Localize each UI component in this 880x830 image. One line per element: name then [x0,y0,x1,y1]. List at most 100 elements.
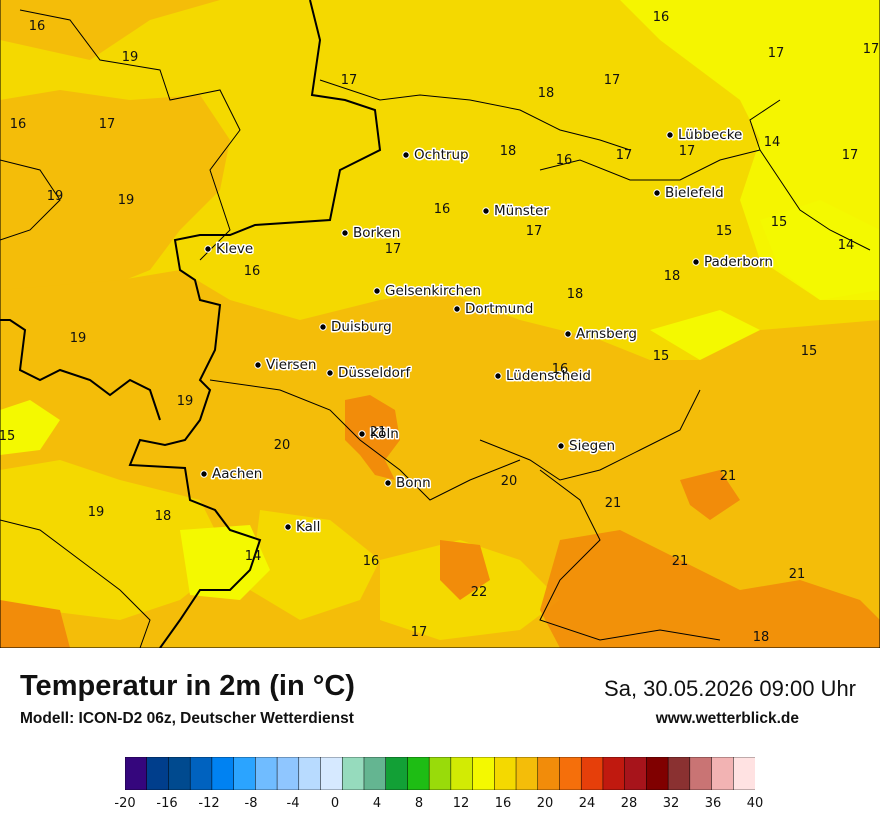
color-scale-cell [602,757,626,790]
color-scale-cell [298,757,322,790]
city-dot [453,305,461,313]
city-marker: Dortmund [453,300,535,319]
color-scale-cell [125,757,148,790]
temperature-label: 20 [274,438,291,453]
city-label: Dortmund [465,301,533,317]
forecast-datetime: Sa, 30.05.2026 09:00 Uhr [604,676,856,701]
city-label: Lübbecke [678,127,742,143]
color-scale-cell [428,757,452,790]
temperature-label: 19 [47,189,64,204]
city-dot [402,151,410,159]
website-link[interactable]: www.wetterblick.de [655,710,799,727]
city-label: Siegen [569,438,615,454]
color-scale-tick: 0 [330,796,340,811]
city-marker: Düsseldorf [326,364,413,383]
city-marker: Lübbecke [666,126,744,145]
temperature-label: 16 [244,264,261,279]
city-marker: Aachen [200,465,264,484]
temperature-label: 17 [616,148,633,163]
temperature-label: 16 [434,202,451,217]
color-scale-cell [233,757,256,790]
city-marker: Viersen [254,356,318,375]
city-dot [254,361,262,369]
temperature-label: 17 [604,73,621,88]
temperature-label: 18 [538,86,555,101]
city-label: Ochtrup [414,147,469,163]
temperature-label: 17 [679,144,696,159]
city-label: Duisburg [331,319,392,335]
color-scale-tick: -20 [114,796,136,811]
city-marker: Münster [482,202,551,221]
color-scale-cell [255,757,278,790]
temperature-label: 16 [653,10,670,25]
color-scale [125,757,755,790]
city-marker: Paderborn [692,253,774,272]
legend-area: Temperatur in 2m (in °C) Modell: ICON-D2… [0,648,880,830]
city-dot [653,189,661,197]
color-scale-tick: -8 [244,796,258,811]
temperature-label: 19 [118,193,135,208]
color-scale-cell [733,757,755,790]
city-marker: Siegen [557,437,617,456]
model-label: Modell: ICON-D2 06z, Deutscher Wetterdie… [20,710,354,727]
city-dot [204,245,212,253]
color-scale-cell [559,757,582,790]
color-scale-cell [515,757,539,790]
color-scale-tick: 12 [452,796,470,811]
city-marker: Bielefeld [653,184,725,203]
city-dot [319,323,327,331]
temperature-map: Lübbecke Ochtrup Bielefeld Münster Borken Kle… [0,0,880,648]
temperature-label: 18 [567,287,584,302]
temperature-label: 16 [29,19,46,34]
city-dot [341,229,349,237]
temperature-label: 17 [842,148,859,163]
color-scale-tick: 28 [620,796,638,811]
city-marker: Duisburg [319,318,393,337]
temperature-label: 19 [70,331,87,346]
temperature-label: 18 [664,269,681,284]
color-scale-cell [189,757,213,790]
temperature-label: 21 [720,469,737,484]
city-dot [373,287,381,295]
city-marker: Kleve [204,240,255,259]
color-scale-tick: -16 [156,796,178,811]
temperature-label: 21 [370,425,387,440]
city-dot [284,523,292,531]
color-scale-cell [407,757,430,790]
color-scale-cell [168,757,191,790]
temperature-label: 17 [385,242,402,257]
color-scale-cell [537,757,561,790]
city-dot [358,430,366,438]
temperature-label: 22 [471,585,488,600]
city-label: Paderborn [704,254,773,270]
color-scale-tick: -4 [286,796,300,811]
color-scale-tick: 40 [746,796,764,811]
temperature-label: 21 [789,567,806,582]
color-scale-cell [276,757,300,790]
temperature-label: 14 [838,238,855,253]
temperature-label: 16 [363,554,380,569]
city-label: Bielefeld [665,185,724,201]
temperature-label: 19 [177,394,194,409]
color-scale-cell [689,757,713,790]
temperature-label: 15 [771,215,788,230]
temperature-label: 15 [716,224,733,239]
city-label: Gelsenkirchen [385,283,481,299]
city-marker: Arnsberg [564,325,638,344]
temperature-label: 14 [764,135,781,150]
color-scale-cell [580,757,604,790]
city-dot [200,470,208,478]
city-marker: Köln [358,425,400,444]
city-label: Düsseldorf [338,365,411,381]
city-marker: Bonn [384,474,432,493]
color-scale-tick: 32 [662,796,680,811]
color-scale-cell [667,757,691,790]
city-marker: Kall [284,518,322,537]
color-scale-tick: 8 [414,796,424,811]
color-scale-cell [472,757,495,790]
temperature-label: 21 [605,496,622,511]
map-title: Temperatur in 2m (in °C) [20,670,355,702]
city-label: Münster [494,203,549,219]
temperature-label: 17 [863,42,880,57]
temperature-label: 17 [99,117,116,132]
